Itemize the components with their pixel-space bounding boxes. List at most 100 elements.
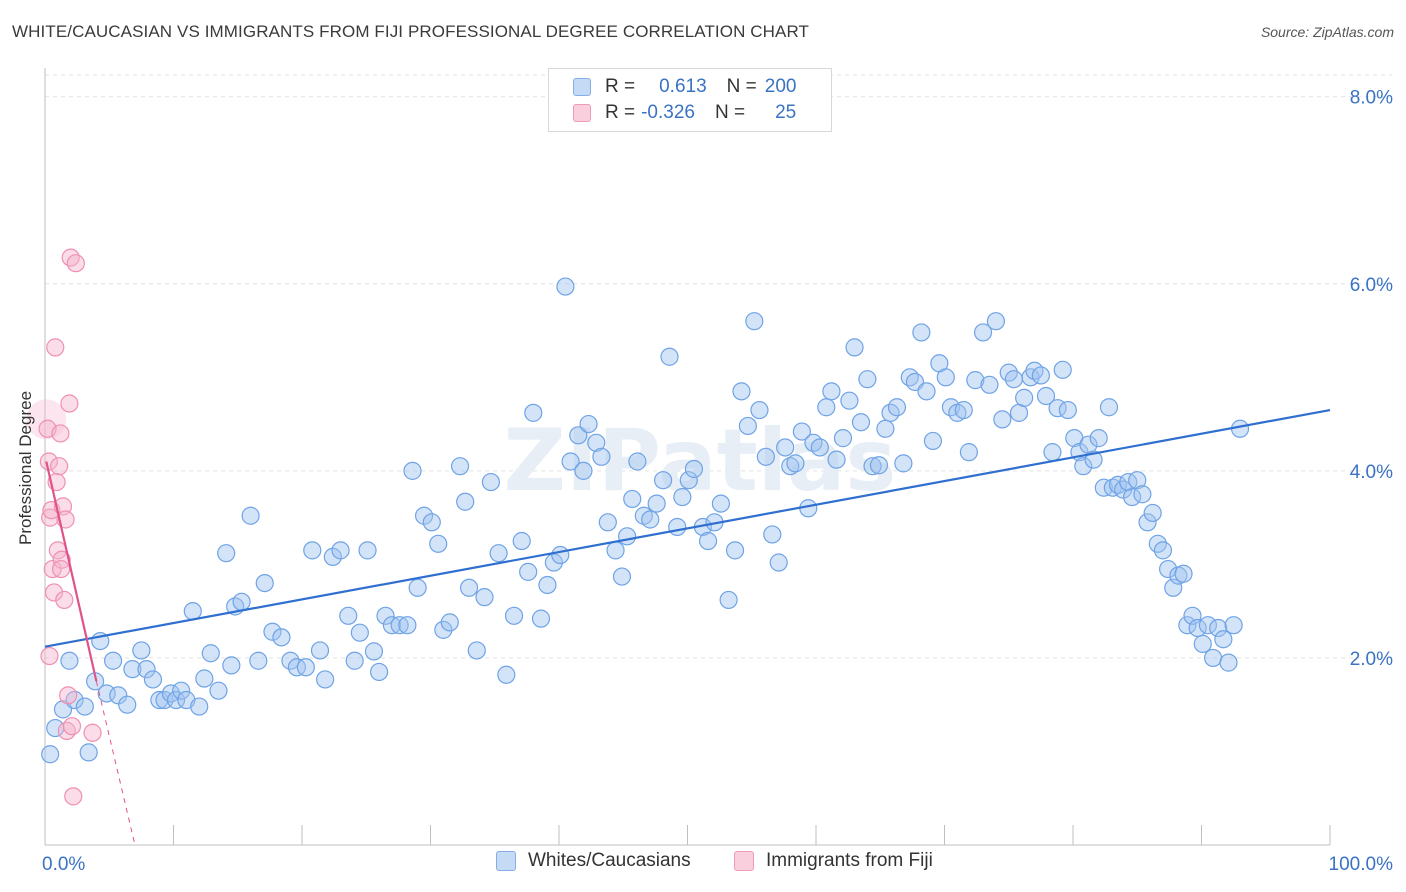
data-point xyxy=(1153,541,1173,560)
y-tick-label: 2.0% xyxy=(1350,649,1393,670)
legend-swatch-pink xyxy=(734,851,754,871)
data-point xyxy=(845,338,864,357)
data-point xyxy=(55,590,74,610)
data-point xyxy=(52,550,71,569)
data-point xyxy=(310,641,330,660)
data-point xyxy=(272,628,291,647)
data-point xyxy=(923,431,943,451)
data-point xyxy=(1031,366,1050,385)
data-point xyxy=(822,382,841,401)
data-point xyxy=(959,443,979,462)
data-point xyxy=(618,527,637,546)
data-point xyxy=(1219,653,1238,672)
legend-label-fiji: Immigrants from Fiji xyxy=(766,850,933,871)
data-point xyxy=(869,456,889,475)
data-point xyxy=(166,690,186,710)
data-point xyxy=(1043,443,1062,462)
data-point xyxy=(1053,360,1072,379)
legend-n-value: 200 xyxy=(764,76,797,97)
data-point xyxy=(497,665,516,684)
data-point xyxy=(241,506,260,525)
data-point xyxy=(606,541,625,560)
data-point xyxy=(60,394,79,413)
data-point xyxy=(61,248,80,267)
data-point xyxy=(817,398,836,417)
data-point xyxy=(345,651,364,670)
data-point xyxy=(440,613,459,632)
data-point xyxy=(255,573,274,593)
data-point xyxy=(876,419,895,438)
data-point xyxy=(538,575,557,595)
data-point xyxy=(738,416,757,436)
data-point xyxy=(331,541,350,560)
data-point xyxy=(118,695,137,714)
data-point xyxy=(459,578,479,597)
data-point xyxy=(745,312,764,331)
legend-row-whites: R = 0.613 N = 200 xyxy=(573,75,796,99)
data-point xyxy=(531,609,551,628)
data-point xyxy=(679,471,698,490)
data-point xyxy=(209,681,228,700)
legend-r-label: R = xyxy=(605,102,636,123)
data-point xyxy=(249,651,268,670)
data-point xyxy=(370,662,389,682)
legend-r-value: 0.613 xyxy=(659,76,707,97)
data-point xyxy=(954,400,973,420)
trend-line-fiji-extension xyxy=(95,681,136,846)
data-point xyxy=(1036,386,1056,406)
data-point xyxy=(376,606,395,625)
data-point xyxy=(1074,457,1093,476)
data-point xyxy=(628,452,647,471)
data-point xyxy=(776,438,795,457)
data-point xyxy=(574,461,593,480)
data-point xyxy=(434,620,453,639)
data-point xyxy=(475,588,494,607)
data-point xyxy=(358,541,377,560)
data-point xyxy=(1214,630,1233,649)
y-tick-label: 6.0% xyxy=(1350,275,1393,296)
data-point xyxy=(587,433,606,452)
data-point xyxy=(489,544,508,563)
data-point xyxy=(512,531,531,551)
legend-r-value: -0.326 xyxy=(641,102,695,123)
trend-lines xyxy=(44,408,1331,846)
data-point xyxy=(504,606,524,625)
data-point xyxy=(827,450,846,469)
trend-line-fiji xyxy=(45,461,98,682)
data-point xyxy=(1099,398,1119,417)
chart-title: WHITE/CAUCASIAN VS IMMIGRANTS FROM FIJI … xyxy=(12,22,810,41)
legend-swatch-blue xyxy=(573,78,591,96)
legend-swatch-pink xyxy=(573,104,591,122)
data-point xyxy=(281,651,300,670)
data-point xyxy=(647,494,666,513)
data-point xyxy=(422,513,441,532)
data-point xyxy=(1004,370,1023,389)
data-point xyxy=(732,382,751,401)
axes xyxy=(44,68,1331,846)
data-point xyxy=(66,254,85,273)
data-point xyxy=(97,684,116,703)
data-point xyxy=(524,403,543,422)
data-point xyxy=(217,544,236,563)
x-tick-label: 100.0% xyxy=(1329,854,1394,875)
data-point xyxy=(382,616,402,635)
data-point xyxy=(75,697,94,716)
data-point xyxy=(711,494,731,513)
data-point xyxy=(50,457,69,476)
data-point xyxy=(556,277,575,296)
data-point xyxy=(936,368,955,387)
y-tick-label: 4.0% xyxy=(1350,462,1393,483)
source-label: Source: ZipAtlas.com xyxy=(1260,24,1394,40)
data-point xyxy=(364,642,384,661)
data-point xyxy=(201,644,220,663)
data-point xyxy=(1198,616,1218,635)
data-point xyxy=(792,422,811,441)
data-point xyxy=(863,457,882,476)
data-point xyxy=(390,616,409,635)
data-point xyxy=(40,646,59,666)
data-point xyxy=(316,670,335,689)
data-point xyxy=(623,489,642,509)
data-point xyxy=(750,400,769,420)
data-point xyxy=(569,426,588,445)
